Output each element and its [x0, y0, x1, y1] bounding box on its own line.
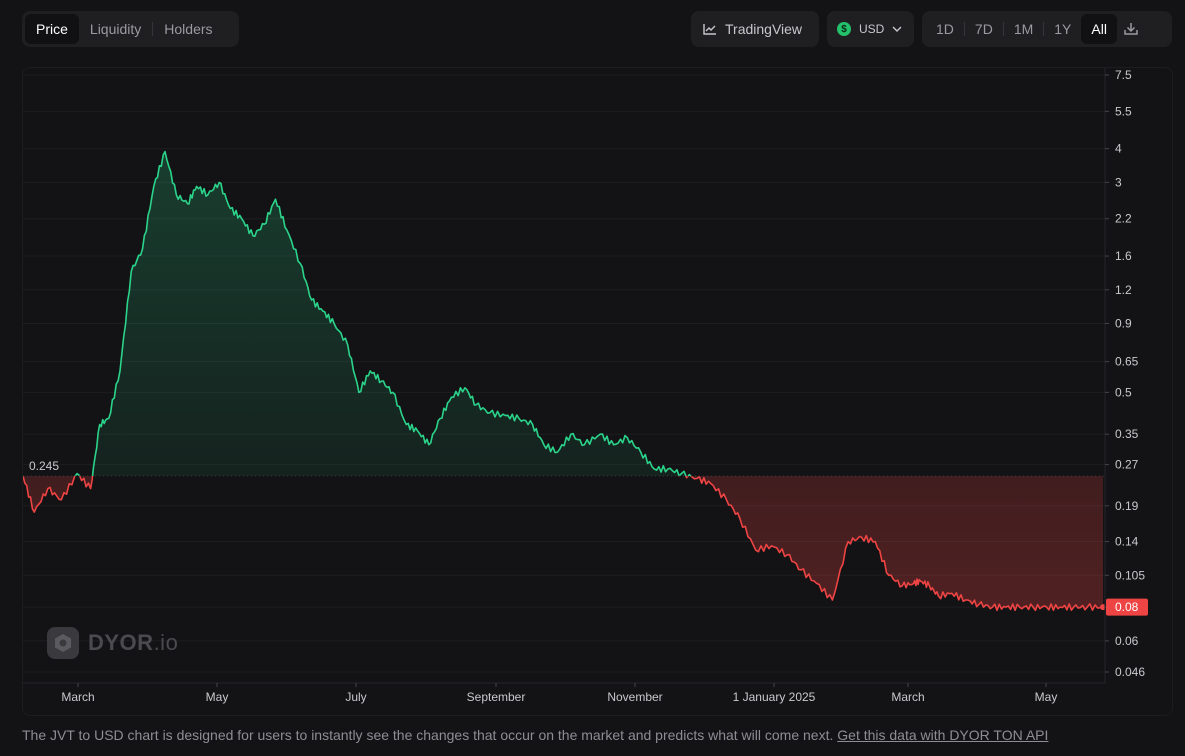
range-divider: [963, 22, 965, 36]
line-chart-icon: [703, 23, 717, 35]
y-tick-label: 1.2: [1115, 283, 1132, 297]
y-tick-label: 7.5: [1115, 68, 1132, 82]
x-tick-label: July: [345, 690, 366, 704]
last-price-badge-bg: [1106, 598, 1148, 616]
y-tick-label: 1.6: [1115, 249, 1132, 263]
y-tick-label: 3: [1115, 175, 1122, 189]
up-line: [23, 150, 700, 476]
baseline-label: 0.245: [29, 459, 59, 473]
down-line: [23, 475, 1104, 612]
y-tick-label: 0.9: [1115, 316, 1132, 330]
y-tick-label: 4: [1115, 142, 1122, 156]
up-area-fill: [23, 151, 1103, 476]
tab-divider: [152, 22, 154, 36]
tab-liquidity[interactable]: Liquidity: [89, 21, 142, 37]
x-axis: March May July September November 1 January 2…: [61, 683, 1057, 704]
down-line-path: [23, 475, 1104, 612]
tab-price[interactable]: Price: [25, 14, 79, 44]
y-tick-label: 0.14: [1115, 535, 1139, 549]
down-area: [23, 475, 1103, 611]
up-area: [23, 151, 1103, 476]
chart-area-fills: [23, 151, 1103, 611]
range-selector: 1D 7D 1M 1Y All: [922, 11, 1172, 47]
currency-label: USD: [859, 22, 885, 36]
range-1d[interactable]: 1D: [936, 21, 954, 37]
y-tick-label: 0.105: [1115, 568, 1145, 582]
x-tick-label: May: [1035, 690, 1058, 704]
chart-series-line: [23, 150, 1105, 612]
range-7d[interactable]: 7D: [974, 21, 993, 37]
x-tick-label: March: [891, 690, 924, 704]
last-price-badge: 0.08: [1106, 598, 1148, 616]
y-tick-label: 2.2: [1115, 212, 1132, 226]
x-tick-label: March: [61, 690, 94, 704]
tradingview-button[interactable]: TradingView: [691, 11, 819, 47]
dollar-coin-icon: $: [837, 22, 851, 36]
last-price-dot: [1100, 604, 1105, 611]
x-tick-label: 1 January 2025: [733, 690, 816, 704]
y-tick-label: 0.65: [1115, 355, 1139, 369]
download-icon[interactable]: [1123, 21, 1139, 37]
range-1m[interactable]: 1M: [1013, 21, 1034, 37]
x-tick-label: September: [467, 690, 526, 704]
currency-select[interactable]: $ USD: [827, 11, 914, 47]
up-line-path: [23, 150, 700, 476]
price-chart[interactable]: 0.245 7.5 5.5 4 3 2.2 1.6 1.2 0.9 0.65 0.5 0.35 0.2…: [22, 67, 1173, 716]
dyor-brand-name: DYOR: [88, 630, 154, 655]
y-tick-label: 0.19: [1115, 499, 1139, 513]
description-text: The JVT to USD chart is designed for use…: [22, 727, 834, 743]
y-tick-label: 0.27: [1115, 458, 1139, 472]
chart-type-tabs: Price Liquidity Holders: [22, 11, 239, 47]
y-axis: 7.5 5.5 4 3 2.2 1.6 1.2 0.9 0.65 0.5 0.35 0.27 0.19 0…: [23, 68, 1145, 684]
down-area-fill: [23, 475, 1103, 611]
range-divider: [1002, 22, 1004, 36]
tradingview-label: TradingView: [725, 21, 803, 37]
tab-holders[interactable]: Holders: [164, 21, 213, 37]
y-tick-label: 0.06: [1115, 634, 1139, 648]
range-1y[interactable]: 1Y: [1054, 21, 1072, 37]
x-tick-label: November: [607, 690, 662, 704]
range-divider: [1043, 22, 1045, 36]
y-tick-label: 0.35: [1115, 427, 1139, 441]
last-price-value: 0.08: [1115, 600, 1139, 614]
price-chart-svg: 0.245 7.5 5.5 4 3 2.2 1.6 1.2 0.9 0.65 0.5 0.35 0.2…: [23, 68, 1148, 704]
dyor-logo-icon: [47, 627, 79, 659]
range-all[interactable]: All: [1081, 14, 1117, 44]
y-tick-label: 0.5: [1115, 385, 1132, 399]
chevron-down-icon: [892, 26, 902, 32]
dyor-api-link[interactable]: Get this data with DYOR TON API: [837, 727, 1049, 743]
dyor-brand-text: DYOR.io: [88, 630, 178, 656]
dyor-brand-suffix: .io: [153, 630, 179, 655]
y-tick-label: 5.5: [1115, 104, 1132, 118]
x-tick-label: May: [206, 690, 229, 704]
y-tick-label: 0.046: [1115, 665, 1145, 679]
dyor-watermark: DYOR.io: [47, 627, 178, 659]
chart-description: The JVT to USD chart is designed for use…: [22, 727, 1048, 743]
